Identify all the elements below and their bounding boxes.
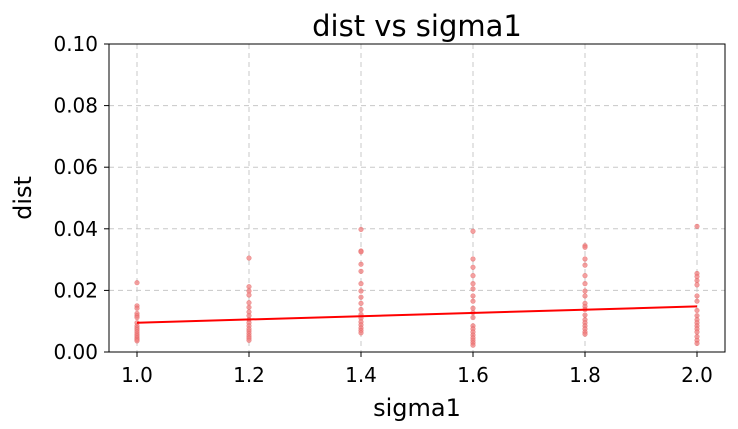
- data-point: [694, 282, 700, 288]
- data-point: [694, 293, 700, 299]
- trend-line: [136, 305, 698, 324]
- data-point: [470, 293, 476, 299]
- x-tick-label: 1.8: [569, 363, 601, 387]
- data-point: [694, 298, 700, 304]
- data-point: [470, 281, 476, 287]
- data-point: [470, 273, 476, 279]
- y-tick-label: 0.04: [53, 217, 98, 241]
- data-point: [470, 264, 476, 270]
- chart-title: dist vs sigma1: [312, 9, 522, 43]
- data-point: [694, 307, 700, 314]
- data-point: [470, 286, 476, 292]
- y-tick-label: 0.10: [53, 32, 98, 56]
- data-point: [246, 284, 252, 290]
- data-point: [694, 223, 700, 229]
- data-point: [470, 314, 476, 321]
- data-point: [582, 293, 588, 299]
- data-point: [358, 306, 364, 313]
- data-point: [134, 305, 140, 311]
- data-point: [582, 262, 588, 268]
- data-point: [246, 255, 252, 261]
- y-tick-label: 0.00: [53, 340, 98, 364]
- y-tick-label: 0.06: [53, 155, 98, 179]
- trend-line-group: [136, 305, 698, 324]
- data-point: [246, 292, 252, 298]
- data-point: [470, 228, 476, 234]
- data-point: [134, 338, 140, 344]
- data-point: [358, 288, 364, 294]
- data-point: [358, 300, 364, 306]
- x-tick-label: 1.6: [457, 363, 489, 387]
- data-point: [246, 337, 252, 343]
- data-point: [582, 273, 588, 279]
- y-axis: 0.00 0.02 0.04 0.06 0.08 0.10: [53, 32, 109, 364]
- data-point: [358, 330, 364, 336]
- data-point: [246, 304, 252, 310]
- x-axis-label: sigma1: [373, 394, 461, 422]
- data-point: [246, 300, 252, 306]
- data-point: [358, 249, 364, 255]
- x-axis: 1.0 1.2 1.4 1.6 1.8 2.0: [121, 352, 713, 387]
- data-point: [358, 294, 364, 300]
- y-axis-label: dist: [9, 176, 37, 220]
- data-point: [582, 288, 588, 294]
- x-tick-label: 1.0: [121, 363, 153, 387]
- data-point: [582, 281, 588, 287]
- data-point: [694, 277, 700, 284]
- data-point: [582, 256, 588, 262]
- y-tick-label: 0.08: [53, 94, 98, 118]
- data-point: [582, 331, 588, 337]
- data-point: [358, 226, 364, 233]
- plot-area-frame: [108, 43, 726, 353]
- x-tick-label: 2.0: [681, 363, 713, 387]
- x-tick-label: 1.2: [233, 363, 265, 387]
- data-point: [470, 342, 476, 348]
- data-point: [134, 280, 140, 286]
- data-point: [358, 261, 364, 267]
- grid: [109, 43, 725, 353]
- data-point: [470, 298, 476, 304]
- y-tick-label: 0.02: [53, 278, 98, 302]
- x-tick-label: 1.4: [345, 363, 377, 387]
- data-point: [470, 305, 476, 311]
- data-point: [582, 312, 588, 318]
- data-point: [694, 329, 700, 335]
- data-point: [694, 340, 700, 346]
- data-point: [582, 244, 588, 250]
- data-points: [134, 223, 700, 348]
- data-point: [134, 314, 140, 321]
- data-point: [358, 268, 364, 274]
- data-point: [358, 281, 364, 287]
- data-point: [470, 256, 476, 262]
